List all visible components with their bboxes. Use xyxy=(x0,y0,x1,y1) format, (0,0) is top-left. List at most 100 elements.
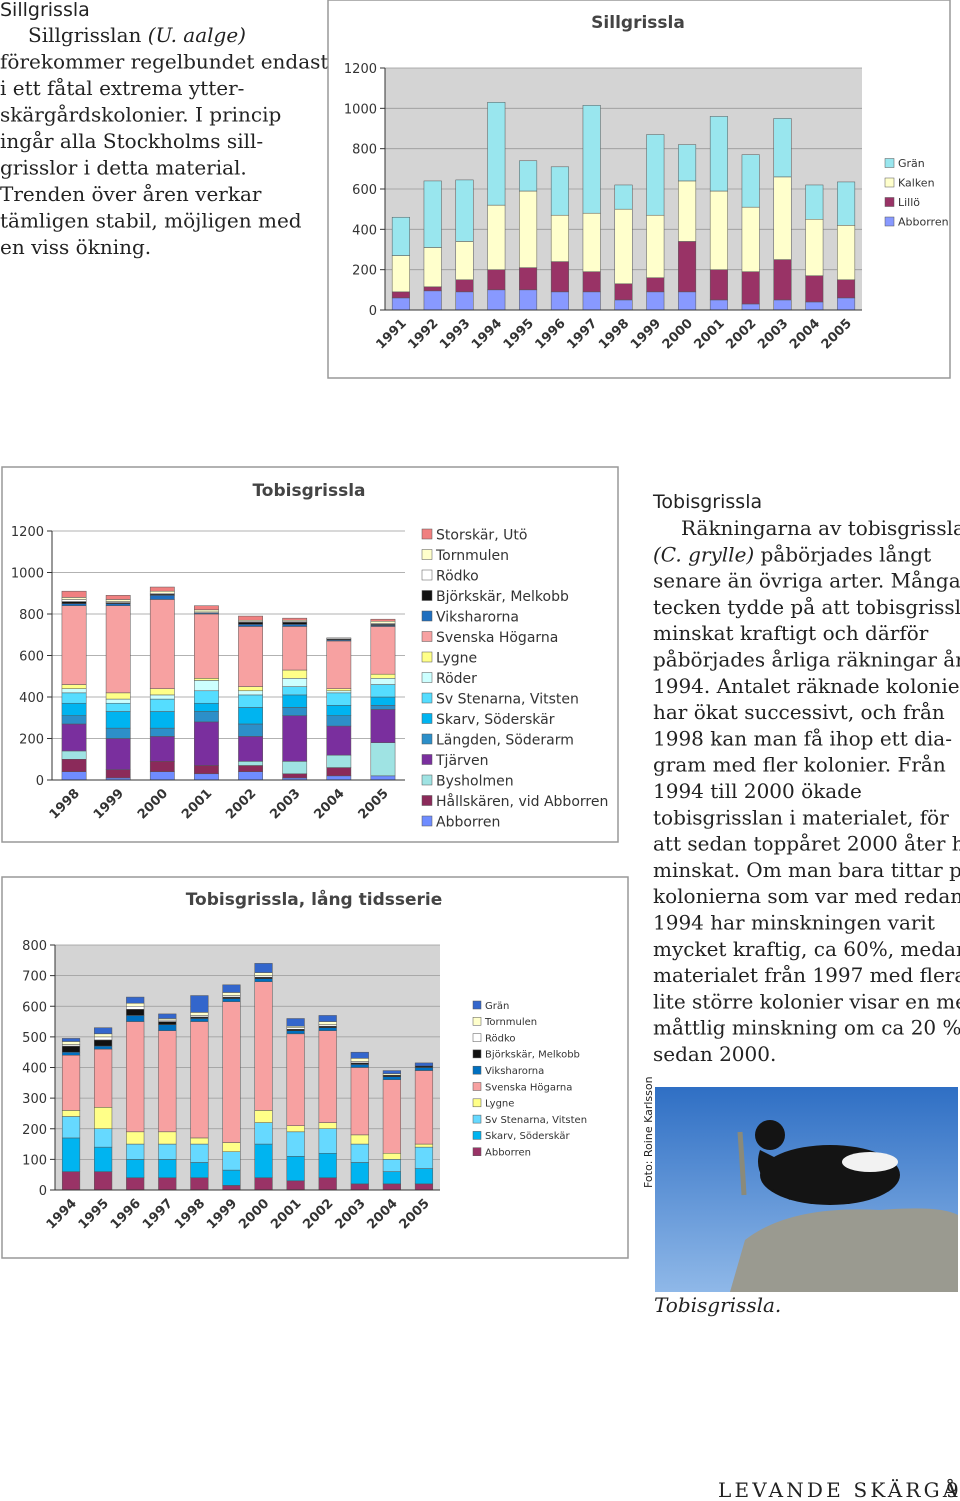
legend-label: Lillö xyxy=(898,196,920,209)
bar-segment xyxy=(126,1006,145,1010)
bar-segment xyxy=(126,996,145,1004)
legend-swatch xyxy=(472,1065,482,1075)
bar-segment xyxy=(391,255,410,293)
text-line: 1994 har minskningen varit xyxy=(653,911,935,935)
text-line: tecken tydde på att tobisgrissla xyxy=(653,595,960,619)
bar-segment xyxy=(370,775,396,781)
bar-segment xyxy=(370,742,396,777)
bar-segment xyxy=(550,166,569,216)
legend-label: Lygne xyxy=(485,1099,514,1110)
bar-segment xyxy=(158,1030,177,1133)
legend-swatch xyxy=(421,774,433,786)
bar-segment xyxy=(61,1055,81,1111)
bar-segment xyxy=(370,673,396,679)
legend-label: Hållskären, vid Abborren xyxy=(436,793,608,810)
bar-segment xyxy=(414,1143,434,1148)
bar-segment xyxy=(61,599,87,602)
y-tick-label: 1000 xyxy=(344,102,377,117)
bar-segment xyxy=(194,605,219,611)
bar-segment xyxy=(282,707,308,716)
y-tick-label: 0 xyxy=(39,1184,47,1199)
bar-segment xyxy=(487,269,506,291)
bar-segment xyxy=(414,1070,434,1145)
legend-swatch xyxy=(472,1033,482,1042)
chart: Sillgrissla02004006008001000120019911992… xyxy=(327,0,951,379)
text-line: att sedan toppåret 2000 åter ha xyxy=(653,832,960,856)
bar-segment xyxy=(149,711,175,729)
bar-segment xyxy=(582,291,601,311)
legend-swatch xyxy=(472,1131,482,1140)
bar-segment xyxy=(382,1153,401,1160)
bar-segment xyxy=(222,1185,241,1191)
chart-title: Sillgrissla xyxy=(591,13,685,33)
text-line: har ökat successivt, och från xyxy=(653,700,945,724)
text-line: (C. grylle) påbörjades långt xyxy=(653,542,931,566)
bar-segment xyxy=(190,1143,209,1163)
bar-segment xyxy=(94,1027,113,1035)
text-line: 1994. Antalet räknade kolonier xyxy=(653,674,960,698)
bar-segment xyxy=(158,1159,177,1178)
legend-label: Tjärven xyxy=(435,753,489,769)
legend-swatch xyxy=(884,197,895,207)
legend-swatch xyxy=(421,528,433,540)
bar-segment xyxy=(455,279,474,293)
bar-segment xyxy=(282,773,308,779)
y-tick-label: 400 xyxy=(22,1062,47,1077)
legend-swatch xyxy=(421,651,433,663)
bar-segment xyxy=(61,1137,81,1172)
legend-label: Storskär, Utö xyxy=(436,527,527,543)
bar-segment xyxy=(190,1018,209,1022)
legend-label: Viksharorna xyxy=(485,1066,544,1077)
bar-segment xyxy=(282,686,308,696)
bar-segment xyxy=(646,291,665,311)
bar-segment xyxy=(318,1122,337,1129)
bar-segment xyxy=(773,176,792,260)
bar-segment xyxy=(286,1018,305,1027)
heading: Sillgrissla xyxy=(0,0,90,21)
bar-segment xyxy=(126,1131,145,1145)
bar-segment xyxy=(487,289,506,311)
bar-segment xyxy=(318,1015,337,1022)
bar-segment xyxy=(222,1169,241,1186)
bar-segment xyxy=(391,297,410,311)
bar-segment xyxy=(678,291,697,311)
text-line: Sillgrisslan (U. aalge) xyxy=(28,23,246,47)
bar-segment xyxy=(254,1177,273,1191)
photo-bird-neck xyxy=(758,1150,800,1200)
bar-segment xyxy=(414,1146,434,1169)
bar-segment xyxy=(318,1177,337,1191)
legend-label: Abborren xyxy=(436,814,500,830)
bar-segment xyxy=(238,771,263,781)
bar-segment xyxy=(382,1076,401,1080)
bar-segment xyxy=(709,190,728,270)
bar-segment xyxy=(61,1116,81,1139)
bar-segment xyxy=(222,998,241,1002)
bar-segment xyxy=(94,1036,113,1041)
bar-segment xyxy=(126,1021,145,1133)
bar-segment xyxy=(105,769,131,779)
bar-segment xyxy=(61,750,87,760)
y-tick-label: 200 xyxy=(19,733,44,748)
legend-swatch xyxy=(472,1000,482,1010)
bar-segment xyxy=(326,775,352,781)
bar-segment xyxy=(326,640,352,689)
text-line: minskat. Om man bara tittar på xyxy=(653,858,960,882)
y-tick-label: 200 xyxy=(352,264,377,279)
bar-segment xyxy=(254,972,273,976)
bar-segment xyxy=(805,275,824,303)
bar-segment xyxy=(149,688,175,696)
bar-segment xyxy=(61,771,87,781)
bar-segment xyxy=(414,1062,434,1067)
bar-segment xyxy=(282,669,308,679)
chart-title: Tobisgrissla xyxy=(252,481,365,501)
bar-segment xyxy=(741,303,760,311)
bar-segment xyxy=(282,761,308,775)
bar-segment xyxy=(282,678,308,687)
bar-segment xyxy=(805,301,824,311)
legend-swatch xyxy=(472,1147,482,1156)
text-line: kolonierna som var med redan xyxy=(653,884,960,908)
y-tick-label: 600 xyxy=(19,650,44,665)
bar-segment xyxy=(350,1051,369,1059)
bar-segment xyxy=(370,618,396,622)
